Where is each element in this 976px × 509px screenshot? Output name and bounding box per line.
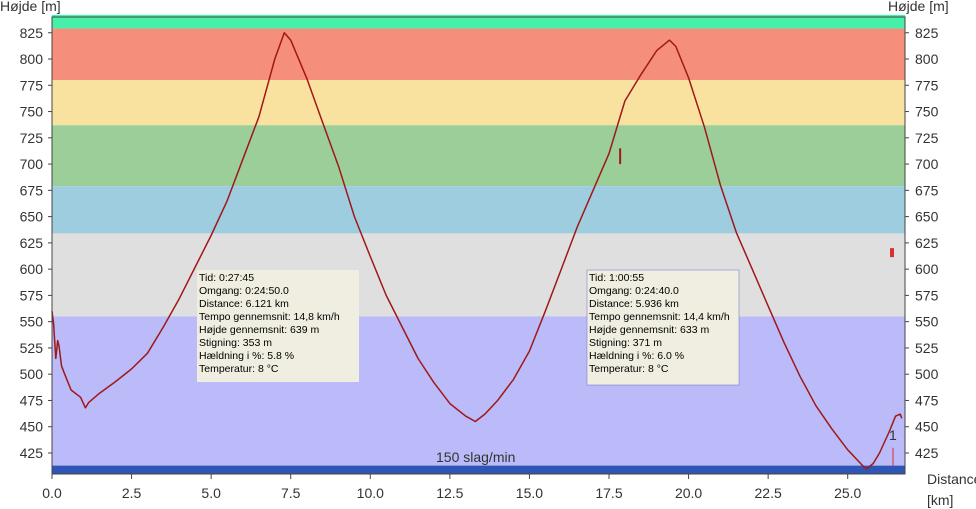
lap-info-line: Højde gennemsnit: 633 m bbox=[589, 324, 709, 336]
y-tick-label-left: 450 bbox=[20, 419, 44, 435]
lap-info-line: Højde gennemsnit: 639 m bbox=[199, 324, 319, 336]
y-tick-label-right: 625 bbox=[915, 235, 939, 251]
y-tick-label-right: 700 bbox=[915, 156, 939, 172]
y-tick-label-left: 575 bbox=[20, 287, 44, 303]
lap-info-line: Tid: 1:00:55 bbox=[589, 272, 644, 284]
y-tick-label-right: 775 bbox=[915, 77, 939, 93]
lap-info-line: Distance: 6.121 km bbox=[199, 298, 289, 310]
heart-rate-zones bbox=[52, 14, 905, 474]
y-tick-label-right: 525 bbox=[915, 340, 939, 356]
lap-info-box-0 bbox=[197, 270, 359, 382]
lap-info-line: Stigning: 353 m bbox=[199, 337, 272, 349]
x-tick-label: 20.0 bbox=[675, 485, 702, 501]
tick-marks: 425 425 450 450 475 475 500 500 525 525 550 550 575 5… bbox=[20, 25, 939, 501]
y-tick-label-right: 550 bbox=[915, 314, 939, 330]
y-tick-label-right: 475 bbox=[915, 392, 939, 408]
x-tick-label: 17.5 bbox=[595, 485, 622, 501]
y-tick-label-left: 475 bbox=[20, 392, 44, 408]
y-tick-label-left: 750 bbox=[20, 104, 44, 120]
zone-band-2 bbox=[52, 80, 905, 126]
y-tick-label-left: 775 bbox=[20, 77, 44, 93]
y-tick-label-left: 550 bbox=[20, 314, 44, 330]
y-tick-label-left: 600 bbox=[20, 261, 44, 277]
zone-indicator-marker bbox=[890, 248, 894, 258]
y-tick-label-right: 750 bbox=[915, 104, 939, 120]
y-tick-label-right: 800 bbox=[915, 51, 939, 67]
y-tick-label-left: 525 bbox=[20, 340, 44, 356]
y-tick-label-left: 825 bbox=[20, 25, 44, 41]
x-tick-label: 25.0 bbox=[834, 485, 861, 501]
zone-band-1 bbox=[52, 28, 905, 81]
zone-band-6 bbox=[52, 316, 905, 466]
y-tick-label-right: 450 bbox=[915, 419, 939, 435]
x-tick-label: 12.5 bbox=[436, 485, 463, 501]
y-tick-label-left: 625 bbox=[20, 235, 44, 251]
y-axis-label-left: Højde [m] bbox=[0, 0, 61, 14]
y-tick-label-right: 825 bbox=[915, 25, 939, 41]
y-tick-label-left: 700 bbox=[20, 156, 44, 172]
lap-info-line: Hældning i %: 6.0 % bbox=[589, 350, 684, 362]
y-tick-label-left: 725 bbox=[20, 130, 44, 146]
y-tick-label-right: 600 bbox=[915, 261, 939, 277]
y-tick-label-left: 425 bbox=[20, 445, 44, 461]
y-tick-label-right: 500 bbox=[915, 366, 939, 382]
zone-band-0 bbox=[52, 14, 905, 29]
x-tick-label: 5.0 bbox=[201, 485, 221, 501]
lap-info-box-1 bbox=[586, 269, 740, 386]
y-tick-label-right: 725 bbox=[915, 130, 939, 146]
y-tick-label-left: 800 bbox=[20, 51, 44, 67]
y-tick-label-left: 500 bbox=[20, 366, 44, 382]
lap-info-line: Stigning: 371 m bbox=[589, 337, 662, 349]
lap-info-line: Omgang: 0:24:40.0 bbox=[589, 285, 679, 297]
heart-rate-band-label: 150 slag/min bbox=[436, 449, 515, 465]
y-tick-label-left: 675 bbox=[20, 182, 44, 198]
lap-info-line: Temperatur: 8 °C bbox=[589, 363, 669, 375]
elevation-line-layer bbox=[51, 32, 903, 470]
x-tick-label: 0.0 bbox=[42, 485, 62, 501]
lap-info-line: Temperatur: 8 °C bbox=[199, 363, 279, 375]
x-axis-label-line2: [km] bbox=[927, 492, 953, 508]
x-tick-label: 2.5 bbox=[122, 485, 142, 501]
x-tick-label: 15.0 bbox=[516, 485, 543, 501]
y-tick-label-right: 650 bbox=[915, 209, 939, 225]
lap-marker-label: 1 bbox=[889, 427, 897, 443]
y-axis-label-right: Højde [m] bbox=[888, 0, 949, 14]
plot-frame bbox=[51, 16, 906, 475]
x-tick-label: 7.5 bbox=[281, 485, 301, 501]
y-tick-label-left: 650 bbox=[20, 209, 44, 225]
lap-info-line: Tid: 0:27:45 bbox=[199, 272, 254, 284]
lap-info-line: Omgang: 0:24:50.0 bbox=[199, 285, 289, 297]
lap-info-line: Distance: 5.936 km bbox=[589, 298, 679, 310]
zone-band-4 bbox=[52, 186, 905, 234]
y-tick-label-right: 575 bbox=[915, 287, 939, 303]
lap-info-line: Hældning i %: 5.8 % bbox=[199, 350, 294, 362]
lap-info-line: Tempo gennemsnit: 14,4 km/h bbox=[589, 311, 730, 323]
zone-band-5 bbox=[52, 233, 905, 317]
x-tick-label: 10.0 bbox=[357, 485, 384, 501]
x-axis-label-line1: Distance bbox=[927, 471, 976, 487]
y-tick-label-right: 425 bbox=[915, 445, 939, 461]
elevation-series-line-0 bbox=[51, 32, 903, 470]
y-tick-label-right: 675 bbox=[915, 182, 939, 198]
lap-info-line: Tempo gennemsnit: 14,8 km/h bbox=[199, 311, 340, 323]
x-tick-label: 22.5 bbox=[755, 485, 782, 501]
zone-band-3 bbox=[52, 125, 905, 187]
zone-band-7 bbox=[52, 465, 905, 474]
